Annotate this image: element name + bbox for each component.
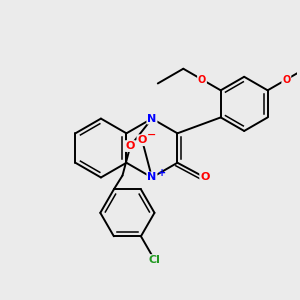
Text: O: O: [282, 74, 290, 85]
Text: O: O: [137, 135, 147, 145]
Text: O: O: [198, 74, 206, 85]
Text: N: N: [147, 172, 157, 182]
Text: Cl: Cl: [149, 255, 161, 265]
Text: O: O: [200, 172, 210, 182]
Text: N: N: [147, 114, 157, 124]
Text: O: O: [126, 141, 135, 151]
Text: +: +: [158, 168, 166, 178]
Text: −: −: [147, 130, 157, 140]
